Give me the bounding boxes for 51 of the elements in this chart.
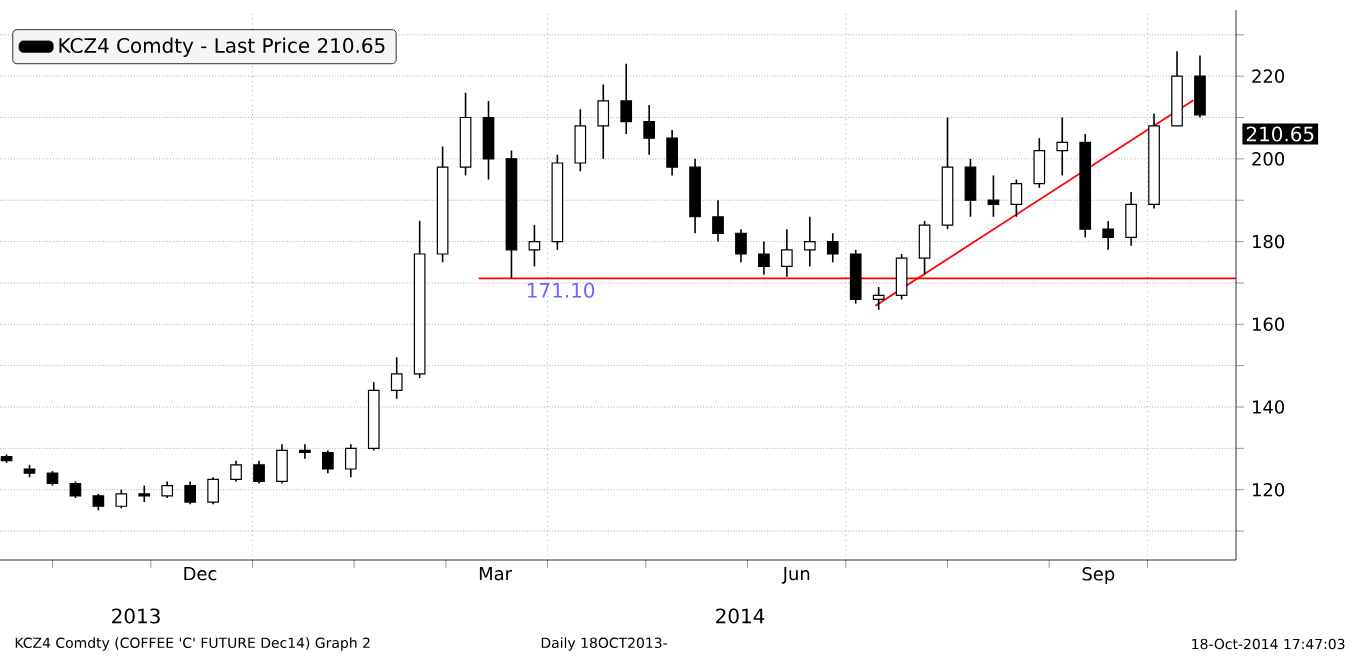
y-tick-label: 140 xyxy=(1253,400,1285,414)
candlestick xyxy=(574,108,587,173)
candlestick xyxy=(115,488,128,510)
candlestick xyxy=(872,286,885,311)
candlestick xyxy=(207,476,219,505)
x-tick-label: Sep xyxy=(1082,567,1115,585)
candlestick xyxy=(1194,54,1206,119)
candlestick xyxy=(643,104,656,156)
candlestick xyxy=(276,443,288,485)
candlestick xyxy=(1125,191,1137,247)
candlestick xyxy=(620,62,633,135)
y-tick-label: 200 xyxy=(1252,152,1285,166)
candlestick xyxy=(735,228,747,264)
text: 210.65 xyxy=(1246,126,1314,142)
candlestick xyxy=(322,449,334,474)
y-tick-label: 220 xyxy=(1252,69,1285,83)
candlestick xyxy=(1033,137,1046,189)
annotation: 171.10 xyxy=(527,282,595,298)
candlestick xyxy=(184,480,197,505)
candlestick xyxy=(1010,178,1023,218)
candlestick xyxy=(299,443,311,460)
x-tick-label: Mar xyxy=(479,567,512,581)
candlestick xyxy=(528,224,541,268)
y-tick-label: 180 xyxy=(1253,234,1285,249)
candlestick xyxy=(666,129,678,177)
text: 2014 xyxy=(716,608,765,624)
candlestick xyxy=(482,100,495,181)
candlestick xyxy=(781,228,793,278)
candlestick xyxy=(1056,116,1069,177)
candlestick xyxy=(344,443,357,479)
candlestick xyxy=(849,249,862,305)
legend-label: KCZ4 Comdty - Last Price 210.65 xyxy=(59,37,385,57)
candlestick xyxy=(230,459,242,483)
candlestick xyxy=(987,174,1000,218)
candlestick xyxy=(390,356,403,400)
candlestick xyxy=(826,232,839,264)
text: 2013 xyxy=(112,608,160,624)
y-tick-label: 120 xyxy=(1253,482,1285,497)
candlestick xyxy=(138,484,151,503)
candlestick xyxy=(597,83,610,160)
candlestick xyxy=(895,253,908,301)
candlestick xyxy=(964,158,977,218)
candlestick xyxy=(758,240,770,276)
candlestick xyxy=(803,215,816,268)
candlestick xyxy=(712,199,724,243)
candlestick xyxy=(918,220,931,276)
y-tick-label: 160 xyxy=(1253,317,1285,332)
candlestick xyxy=(253,459,265,485)
x-tick-label: Dec xyxy=(184,567,217,581)
x-tick-label: Jun xyxy=(781,567,810,584)
candlestick xyxy=(1102,220,1115,251)
